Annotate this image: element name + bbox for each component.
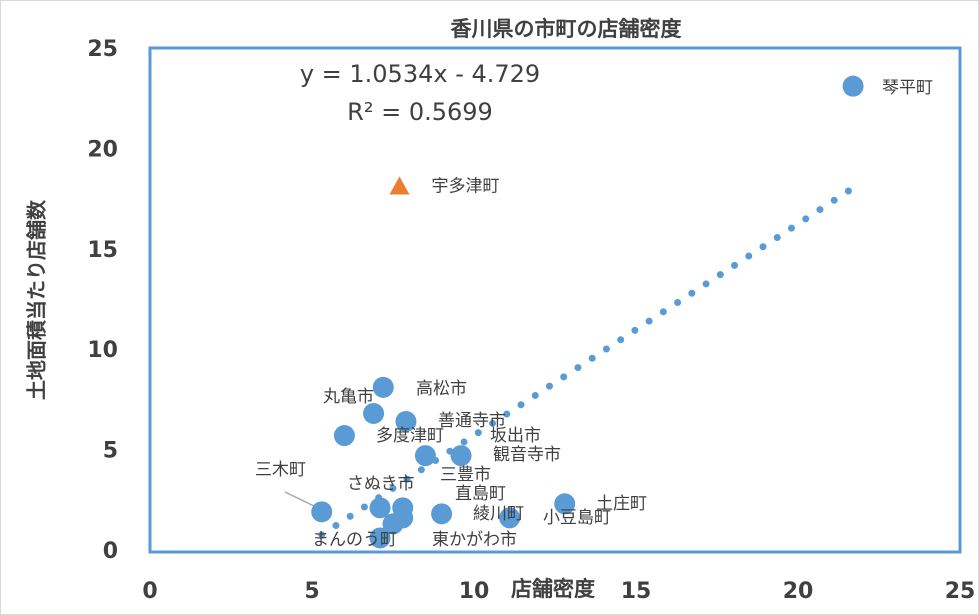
- x-tick-label: 5: [304, 579, 319, 604]
- point: [431, 503, 453, 525]
- chart-title: 香川県の市町の店舗密度: [451, 17, 682, 41]
- y-tick-label: 5: [103, 439, 118, 464]
- point-label: 坂出市: [490, 426, 541, 446]
- leader-line: [284, 491, 317, 508]
- y-tick-label: 0: [103, 539, 118, 564]
- point-label: 観音寺市: [493, 445, 561, 465]
- point-label: 三木町: [255, 460, 306, 480]
- point-label: まんのう町: [312, 530, 397, 550]
- point-label: 丸亀市: [323, 387, 374, 407]
- x-tick-label: 25: [945, 579, 976, 604]
- point-label: 宇多津町: [431, 177, 499, 197]
- y-tick-label: 10: [87, 338, 118, 363]
- point: [311, 501, 333, 523]
- point-label: 多度津町: [376, 426, 444, 446]
- x-tick-label: 10: [459, 579, 490, 604]
- point: [333, 425, 355, 447]
- y-axis-label: 土地面積当たり店舗数: [25, 199, 49, 400]
- point: [363, 402, 385, 424]
- point-label: 高松市: [416, 379, 467, 399]
- point-label: 綾川町: [473, 504, 524, 524]
- point: [382, 513, 404, 535]
- trendline: [318, 184, 857, 539]
- point-label: 三豊市: [440, 465, 491, 485]
- point: [369, 497, 391, 519]
- point: [414, 445, 436, 467]
- point: [372, 376, 394, 398]
- x-tick-label: 15: [621, 579, 652, 604]
- point: [389, 176, 410, 195]
- point: [369, 527, 391, 549]
- y-tick-label: 25: [87, 37, 118, 62]
- y-tick-label: 15: [87, 238, 118, 263]
- point-label: さぬき市: [347, 474, 415, 494]
- point: [499, 507, 521, 529]
- plot-frame: [148, 46, 962, 554]
- x-axis-label: 店舗密度: [511, 577, 595, 601]
- trendline-equation: y = 1.0534x - 4.729: [300, 60, 540, 88]
- point-label: 東かがわ市: [432, 530, 517, 550]
- point: [842, 75, 864, 97]
- point-label: 琴平町: [882, 78, 933, 98]
- y-tick-label: 20: [87, 137, 118, 162]
- x-tick-label: 0: [142, 579, 157, 604]
- point-label: 小豆島町: [543, 508, 611, 528]
- point-label: 直島町: [455, 484, 506, 504]
- point-label: 善通寺市: [438, 411, 506, 431]
- point: [450, 445, 472, 467]
- trendline-r2: R² = 0.5699: [347, 98, 493, 126]
- x-tick-label: 20: [783, 579, 814, 604]
- point: [395, 410, 417, 432]
- point: [554, 493, 576, 515]
- point-label: 土庄町: [596, 494, 647, 514]
